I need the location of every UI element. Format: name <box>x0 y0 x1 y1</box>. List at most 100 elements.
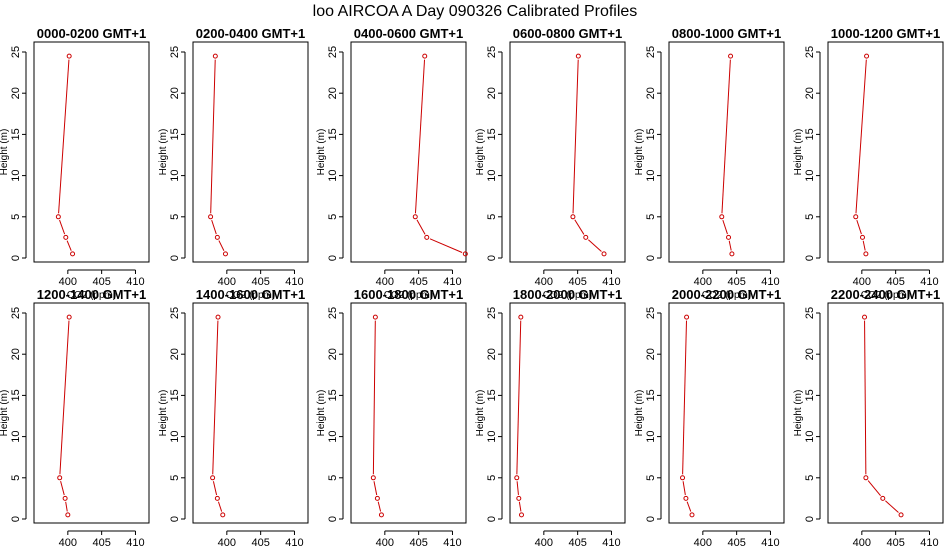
y-tick-label: 5 <box>486 475 498 481</box>
profile-segment <box>516 481 519 495</box>
y-tick-label: 0 <box>169 516 181 522</box>
panel-title: 1000-1200 GMT+1 <box>831 26 940 41</box>
profile-segment <box>516 320 522 475</box>
y-tick-label: 20 <box>169 348 181 360</box>
data-point <box>215 314 221 320</box>
panel-4: 0600-0800 GMT+1 400 405 410 CO2 (ppm) 0 5 10 15 2… <box>475 26 626 301</box>
y-tick-label: 15 <box>645 389 657 401</box>
x-axis-label: CO2 (ppm) <box>702 290 751 301</box>
data-point <box>853 214 859 220</box>
y-tick-label: 5 <box>804 475 816 481</box>
profile-segment <box>572 59 579 214</box>
plot-frame <box>33 41 150 263</box>
plot-frame <box>192 302 309 524</box>
y-tick-label: 20 <box>804 87 816 99</box>
x-tick-label: 405 <box>886 276 904 288</box>
data-point <box>65 512 71 518</box>
y-axis-label: Height (m) <box>0 390 10 437</box>
data-point <box>880 495 886 501</box>
profile-segment <box>58 59 70 214</box>
profile-segment <box>721 59 731 214</box>
y-tick-label: 10 <box>486 430 498 442</box>
profile-segment <box>212 320 219 475</box>
profile-segment <box>218 240 225 251</box>
y-tick-label: 25 <box>10 46 22 58</box>
y-tick-label: 5 <box>169 214 181 220</box>
data-point <box>862 314 868 320</box>
panel-title: 0200-0400 GMT+1 <box>196 26 305 41</box>
panel-title: 2200-2400 GMT+1 <box>831 287 940 302</box>
data-point <box>898 512 904 518</box>
y-tick-label: 0 <box>486 516 498 522</box>
y-tick-label: 25 <box>645 307 657 319</box>
data-point <box>63 234 69 240</box>
panel-title: 1800-2000 GMT+1 <box>513 287 622 302</box>
x-tick-label: 400 <box>853 537 871 549</box>
x-tick-label: 405 <box>92 537 110 549</box>
plot-frame <box>827 41 944 263</box>
y-tick-label: 5 <box>804 214 816 220</box>
y-tick-label: 20 <box>10 348 22 360</box>
data-point <box>66 314 72 320</box>
data-point <box>214 234 220 240</box>
profile-segment <box>855 59 867 214</box>
y-tick-label: 10 <box>804 430 816 442</box>
data-point <box>863 251 869 257</box>
y-tick-label: 25 <box>327 307 339 319</box>
data-point <box>863 475 869 481</box>
data-point <box>570 214 576 220</box>
profile-segment <box>862 240 866 251</box>
x-axis-label: CO2 (ppm) <box>861 290 910 301</box>
panel-title: 1400-1600 GMT+1 <box>196 287 305 302</box>
plot-frame <box>509 41 626 263</box>
x-tick-label: 410 <box>602 537 620 549</box>
y-tick-label: 10 <box>327 169 339 181</box>
y-tick-label: 25 <box>486 46 498 58</box>
profile-segment <box>210 59 216 214</box>
data-point <box>680 475 686 481</box>
y-tick-label: 25 <box>645 46 657 58</box>
x-tick-label: 405 <box>568 276 586 288</box>
data-point <box>214 495 220 501</box>
y-tick-label: 10 <box>169 169 181 181</box>
x-axis-label: CO2 (ppm) <box>226 290 275 301</box>
x-axis-label: CO2 (ppm) <box>543 290 592 301</box>
data-point <box>62 495 68 501</box>
x-tick-label: 400 <box>853 276 871 288</box>
y-tick-label: 0 <box>327 516 339 522</box>
panel-9: 1600-1800 GMT+1 400 405 410 CO2 (ppm) 0 5 10 15 2… <box>316 287 467 549</box>
data-point <box>370 475 376 481</box>
x-tick-label: 405 <box>409 537 427 549</box>
profile-segment <box>66 240 72 251</box>
x-tick-label: 405 <box>727 537 745 549</box>
x-tick-label: 405 <box>727 276 745 288</box>
y-axis-label: Height (m) <box>158 129 169 176</box>
y-tick-label: 15 <box>804 389 816 401</box>
y-tick-label: 10 <box>645 430 657 442</box>
y-axis-label: Height (m) <box>316 390 327 437</box>
data-point <box>220 512 226 518</box>
y-axis-label: Height (m) <box>0 129 10 176</box>
y-tick-label: 5 <box>486 214 498 220</box>
y-tick-label: 10 <box>169 430 181 442</box>
profile-segment <box>372 320 376 475</box>
panel-title: 1600-1800 GMT+1 <box>354 287 463 302</box>
panel-title: 1200-1400 GMT+1 <box>37 287 146 302</box>
y-tick-label: 25 <box>804 46 816 58</box>
x-tick-label: 400 <box>59 276 77 288</box>
x-tick-label: 410 <box>285 276 303 288</box>
y-axis-label: Height (m) <box>634 129 645 176</box>
x-tick-label: 400 <box>535 537 553 549</box>
y-axis-label: Height (m) <box>158 390 169 437</box>
y-tick-label: 5 <box>10 475 22 481</box>
x-tick-label: 400 <box>218 537 236 549</box>
x-tick-label: 400 <box>59 537 77 549</box>
data-point <box>860 234 865 240</box>
data-point <box>222 251 228 257</box>
data-point <box>516 495 522 501</box>
y-tick-label: 20 <box>169 87 181 99</box>
plot-frame <box>350 302 467 524</box>
profile-segment <box>682 481 686 496</box>
x-axis-label: CO2 (ppm) <box>67 290 116 301</box>
profile-segment <box>728 240 732 251</box>
